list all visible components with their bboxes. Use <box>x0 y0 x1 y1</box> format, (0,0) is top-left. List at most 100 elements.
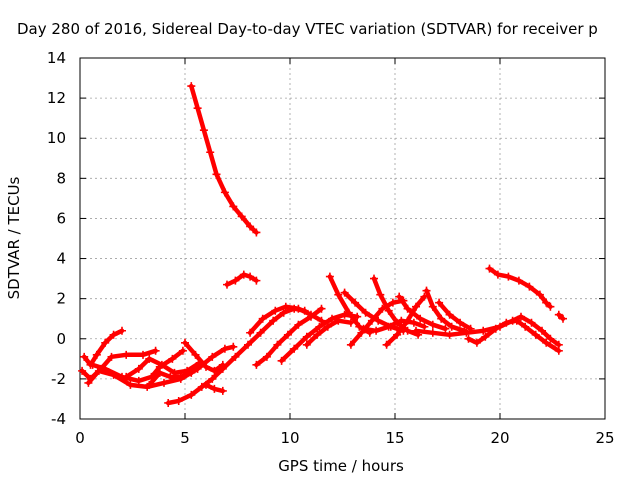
data-point-marker <box>302 340 311 349</box>
data-point-marker <box>378 304 387 313</box>
data-point-marker <box>187 82 196 91</box>
data-point-marker <box>151 346 160 355</box>
data-point-marker <box>155 368 164 377</box>
y-tick-label: 6 <box>56 209 66 227</box>
series-trace <box>81 328 125 368</box>
data-point-marker <box>244 340 252 349</box>
data-point-marker <box>283 330 292 339</box>
data-point-marker <box>101 338 110 347</box>
data-point-marker <box>294 320 303 329</box>
data-point-marker <box>546 302 555 311</box>
data-point-marker <box>382 340 391 349</box>
data-point-marker <box>428 302 437 311</box>
data-point-marker <box>101 364 110 373</box>
y-tick-label: 0 <box>56 330 66 348</box>
data-point-marker <box>412 326 420 335</box>
data-point-marker <box>367 316 376 325</box>
series-arc-10 <box>181 338 227 375</box>
data-point-marker <box>273 340 282 349</box>
x-tick-label: 10 <box>280 429 299 447</box>
data-point-marker <box>126 380 135 389</box>
series-arc-13 <box>246 302 326 337</box>
data-point-marker <box>252 360 261 369</box>
data-point-marker <box>479 326 488 335</box>
data-point-marker <box>109 330 118 339</box>
data-point-marker <box>357 328 366 337</box>
tick-label-layer: 0 5 10 15 20 25 -4 -2 0 2 4 6 8 10 12 14 <box>47 49 615 447</box>
data-point-marker <box>525 282 534 291</box>
data-point-marker <box>340 310 349 319</box>
data-point-marker <box>517 312 525 321</box>
data-point-marker <box>372 326 381 335</box>
x-tick-label: 20 <box>490 429 509 447</box>
data-point-marker <box>559 314 567 323</box>
data-point-marker <box>359 324 368 333</box>
data-point-marker <box>393 330 402 339</box>
data-point-marker <box>554 310 563 319</box>
data-point-marker <box>281 302 290 311</box>
x-tick-label: 0 <box>75 429 85 447</box>
data-point-marker <box>218 386 227 395</box>
data-point-marker <box>323 322 332 331</box>
data-point-marker <box>277 356 286 365</box>
y-tick-label: 8 <box>56 169 66 187</box>
data-point-marker <box>370 274 378 283</box>
data-point-marker <box>388 298 397 307</box>
data-point-marker <box>206 148 215 157</box>
data-point-marker <box>344 308 353 317</box>
data-point-marker <box>231 276 240 285</box>
series-trace <box>436 300 473 332</box>
data-point-marker <box>174 396 183 405</box>
data-point-marker <box>435 298 444 307</box>
y-tick-label: 4 <box>56 250 66 268</box>
data-point-marker <box>441 324 450 333</box>
data-point-marker <box>157 360 166 369</box>
data-point-marker <box>139 350 147 359</box>
data-point-marker <box>202 380 210 389</box>
data-point-marker <box>210 384 219 393</box>
data-point-marker <box>462 328 471 337</box>
y-tick-label: -2 <box>51 370 66 388</box>
data-point-marker <box>554 346 563 355</box>
data-point-marker <box>239 270 248 279</box>
data-point-marker <box>88 360 97 369</box>
data-point-marker <box>187 368 196 377</box>
series-arc-20 <box>359 316 429 335</box>
series-arc-2 <box>223 270 261 289</box>
data-point-marker <box>542 298 551 307</box>
data-point-marker <box>134 364 143 373</box>
y-tick-label: 14 <box>47 49 66 67</box>
data-point-marker <box>78 366 87 375</box>
data-point-marker <box>212 170 221 179</box>
data-point-marker <box>464 334 473 343</box>
data-point-marker <box>317 304 326 313</box>
series-arc-27 <box>485 264 555 311</box>
data-point-marker <box>428 328 437 337</box>
data-point-marker <box>420 322 429 331</box>
data-point-marker <box>208 352 217 361</box>
data-point-marker <box>246 328 255 337</box>
series-arc-26 <box>464 316 563 355</box>
data-point-marker <box>527 318 536 327</box>
data-point-marker <box>422 286 431 295</box>
data-point-marker <box>262 352 271 361</box>
plot-frame <box>79 57 606 420</box>
data-point-marker <box>491 324 500 333</box>
data-point-marker <box>122 350 131 359</box>
data-point-marker <box>403 316 412 325</box>
tick-layer <box>79 57 606 420</box>
data-point-marker <box>313 330 322 339</box>
y-tick-label: 12 <box>47 89 66 107</box>
data-point-marker <box>531 330 540 339</box>
data-point-marker <box>208 374 217 383</box>
data-point-marker <box>384 306 393 315</box>
data-point-marker <box>512 316 521 325</box>
series-arc-28 <box>554 310 567 323</box>
y-tick-label: -4 <box>51 410 66 428</box>
data-point-marker <box>328 314 336 323</box>
data-point-marker <box>502 318 511 327</box>
series-arc-15 <box>302 316 355 349</box>
series-arc-24 <box>435 298 475 333</box>
data-point-marker <box>403 304 412 313</box>
